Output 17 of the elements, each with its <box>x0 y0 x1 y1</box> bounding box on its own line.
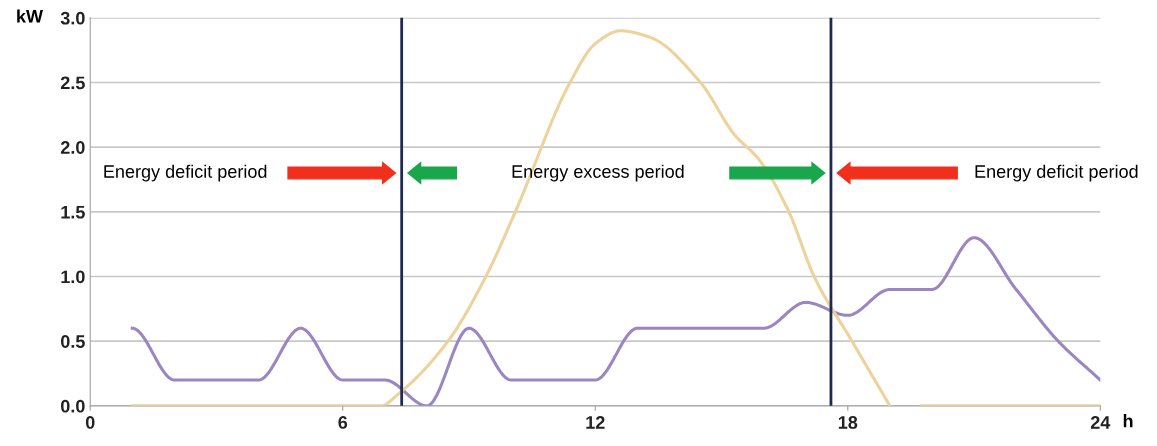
y-tick-label: 1.5 <box>61 205 85 219</box>
x-tick-label: 12 <box>586 416 605 429</box>
y-tick-label: 1.0 <box>61 270 85 284</box>
annotation: Energy deficit period <box>975 164 1138 182</box>
annotation: Energy excess period <box>512 164 684 182</box>
x-tick-label: 18 <box>838 416 858 429</box>
y-axis-title: kW <box>17 9 44 23</box>
y-tick-label: 0.0 <box>61 399 85 413</box>
y-tick-label: 2.0 <box>60 141 85 154</box>
y-tick-label: 3.0 <box>60 11 85 25</box>
annotation: Energy deficit period <box>104 164 267 182</box>
x-tick-label: 6 <box>338 416 348 429</box>
x-axis-title: h <box>1123 414 1133 428</box>
y-tick-label: 2.5 <box>60 76 85 90</box>
y-tick-label: 0.5 <box>61 335 85 348</box>
x-tick-label: 24 <box>1090 416 1111 429</box>
x-tick-label: 0 <box>85 416 95 429</box>
